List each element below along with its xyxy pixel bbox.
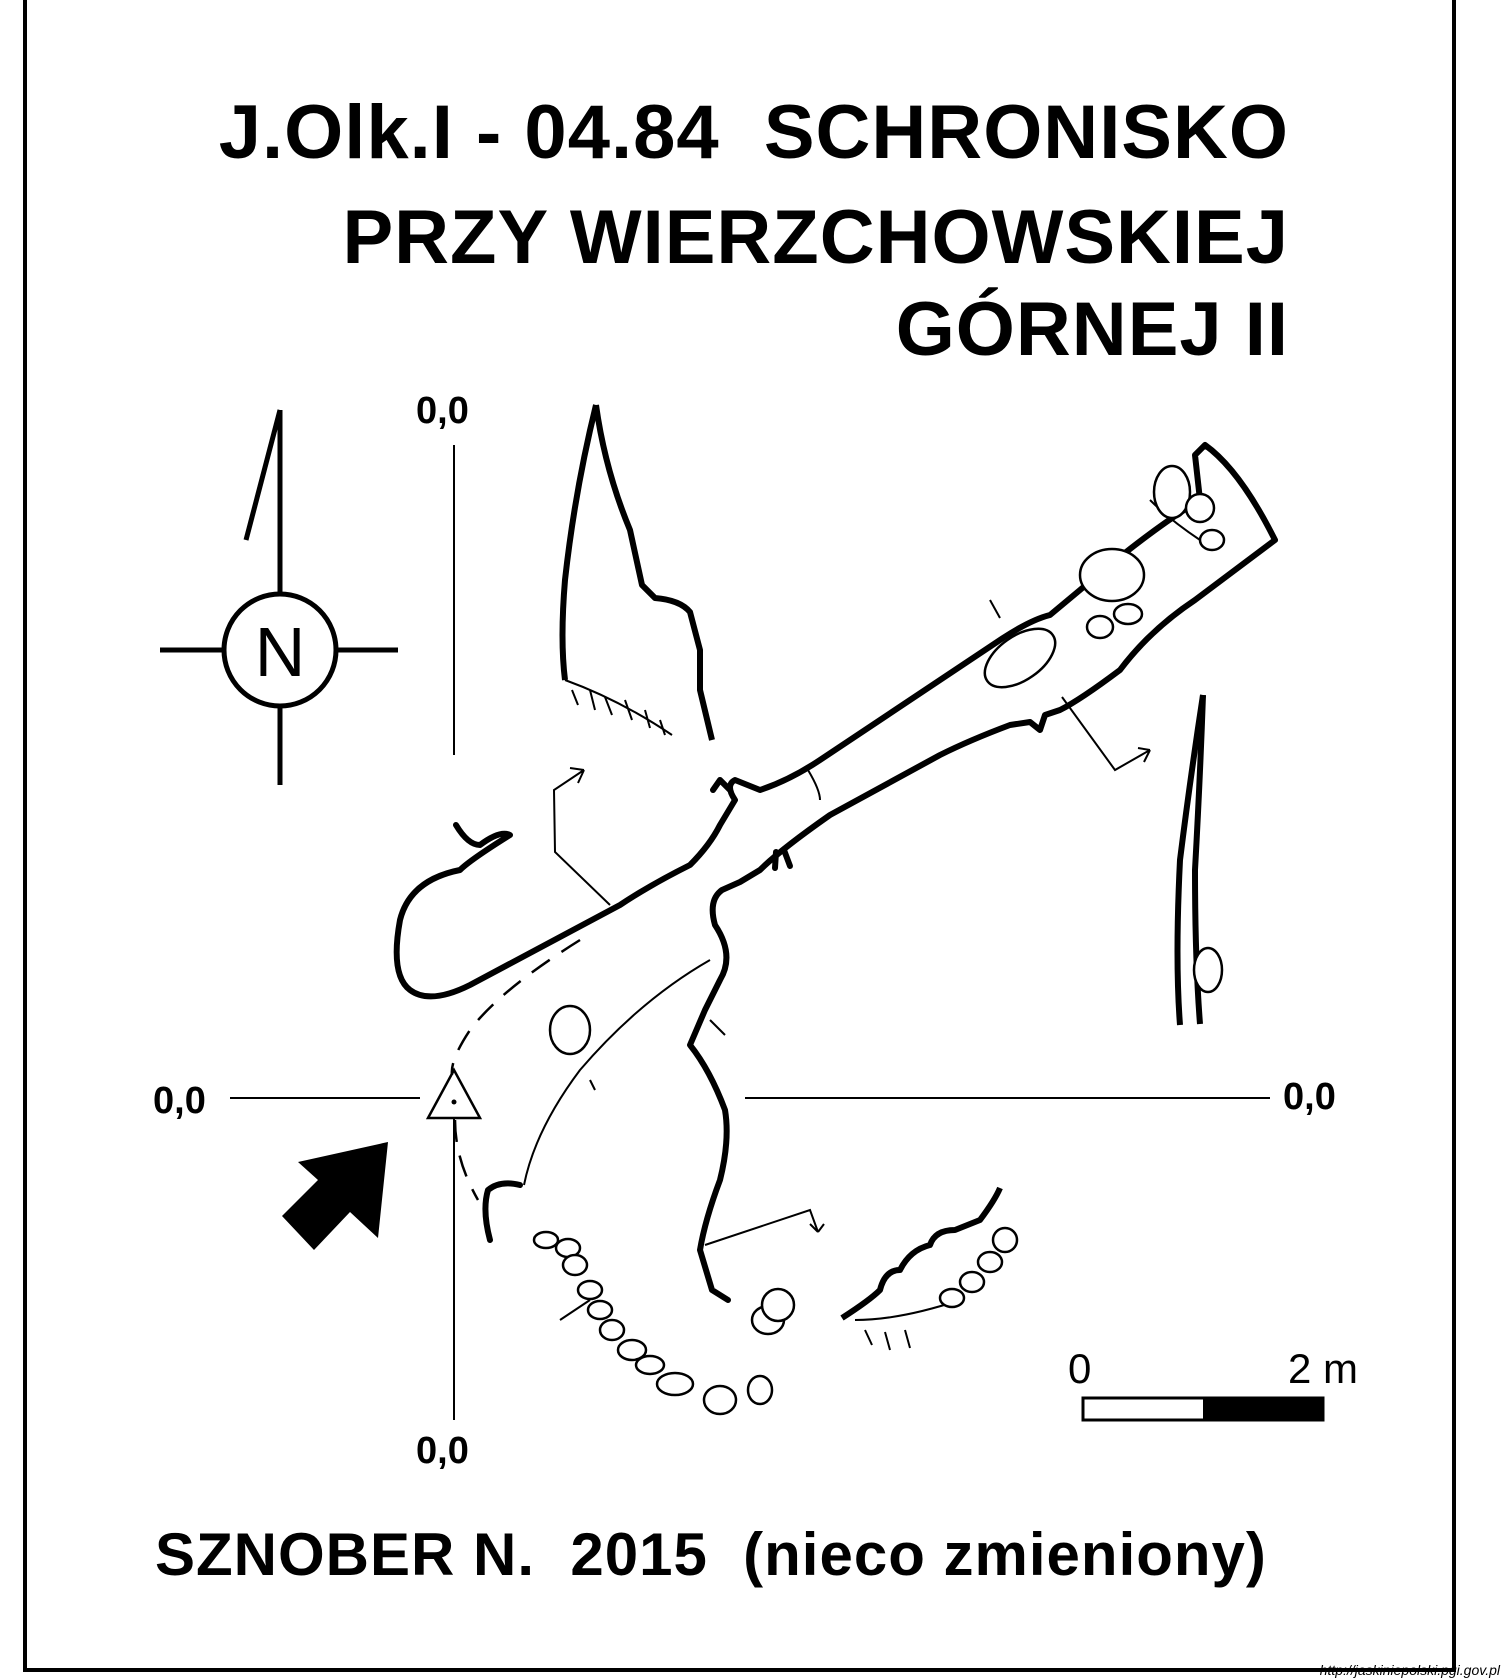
coord-label-right: 0,0 [1283,1076,1336,1118]
scale-end-label: 2 m [1288,1345,1359,1392]
cross-section-1-floor [564,679,673,736]
coordinate-axes [230,445,1270,1420]
coord-label-bottom: 0,0 [416,1430,469,1472]
scale-start-label: 0 [1068,1345,1092,1392]
cross-section-3 [840,1186,1003,1321]
compass-letter: N [255,613,306,691]
boulder-symbols [532,464,1226,1416]
title-line-1: J.Olk.I - 04.84 SCHRONISKO [218,90,1289,175]
coord-label-top: 0,0 [416,390,469,432]
source-url[interactable]: http://jaskiniepolski.pgi.gov.pl [1319,1662,1500,1678]
title-line-2: PRZY WIERZCHOWSKIEJ [342,195,1289,280]
cross-section-3-floor [854,1299,961,1351]
scale-bar [1081,1396,1325,1422]
coord-label-left: 0,0 [153,1080,206,1122]
map-frame [23,0,1456,1672]
cross-section-1 [559,404,715,741]
cross-section-2-boulders [1192,946,1224,994]
north-arrow-icon [160,409,398,785]
author-credit: SZNOBER N. 2015 (nieco zmieniony) [155,1521,1267,1588]
survey-point-icon [425,1067,483,1120]
title-line-3: GÓRNEJ II [895,287,1289,372]
dashed-ledge-line [450,938,581,1201]
entrance-arrow-icon [282,1142,388,1250]
cross-section-3-boulders [938,1226,1019,1309]
cave-detail-lines [523,499,1201,1321]
